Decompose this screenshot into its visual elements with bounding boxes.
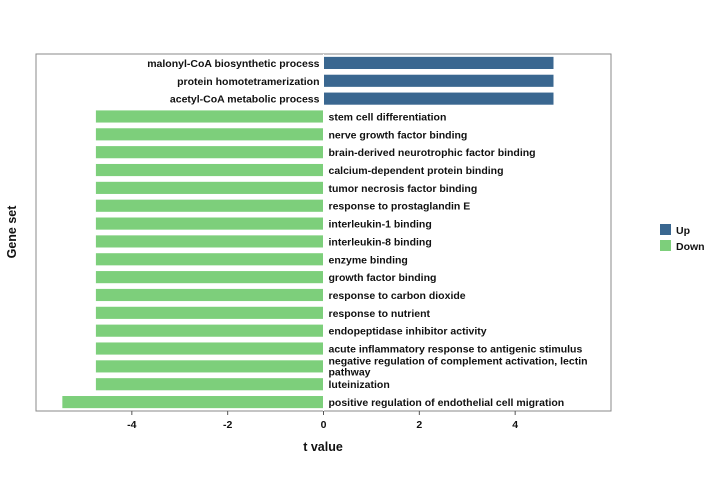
bar-label: luteinization bbox=[329, 379, 390, 391]
bar bbox=[95, 271, 324, 284]
bar-label-line: pathway bbox=[329, 366, 371, 378]
bar bbox=[95, 306, 324, 319]
legend-label: Down bbox=[676, 241, 705, 253]
bar-label: interleukin-8 binding bbox=[329, 236, 432, 248]
bar bbox=[95, 110, 324, 123]
x-tick-label: 4 bbox=[512, 419, 518, 431]
bar bbox=[95, 378, 324, 391]
legend-label: Up bbox=[676, 225, 690, 237]
bar bbox=[95, 181, 324, 194]
bar-label: interleukin-1 binding bbox=[329, 219, 432, 231]
bar bbox=[95, 324, 324, 337]
y-axis-title: Gene set bbox=[5, 205, 19, 259]
bar bbox=[95, 360, 324, 373]
bar bbox=[95, 253, 324, 266]
bar bbox=[95, 342, 324, 355]
bar-label: growth factor binding bbox=[329, 272, 437, 284]
bar-label: brain-derived neurotrophic factor bindin… bbox=[329, 147, 536, 159]
bar-label: response to nutrient bbox=[329, 308, 431, 320]
bar bbox=[95, 163, 324, 177]
bar-label: stem cell differentiation bbox=[329, 111, 447, 123]
x-tick-label: -4 bbox=[127, 419, 136, 431]
bar-label: acute inflammatory response to antigenic… bbox=[329, 344, 583, 356]
x-axis-title: t value bbox=[303, 440, 343, 454]
bar bbox=[323, 92, 554, 105]
x-tick-label: -2 bbox=[223, 419, 232, 431]
legend: Up Down bbox=[660, 224, 705, 253]
bar bbox=[62, 396, 324, 409]
bar-label: enzyme binding bbox=[329, 254, 408, 266]
bar-labels-layer: malonyl-CoA biosynthetic process protein … bbox=[147, 58, 587, 409]
bar-label: calcium-dependent protein binding bbox=[329, 165, 504, 177]
bar bbox=[95, 199, 324, 212]
bars-layer bbox=[62, 54, 554, 411]
bar bbox=[95, 128, 324, 141]
bar-label: protein homotetramerization bbox=[177, 76, 319, 88]
bar bbox=[95, 146, 324, 159]
bar-label: nerve growth factor binding bbox=[329, 129, 468, 141]
bar-label: response to carbon dioxide bbox=[329, 290, 466, 302]
bar-label: malonyl-CoA biosynthetic process bbox=[147, 58, 319, 70]
bar bbox=[323, 74, 554, 87]
bar-label: endopeptidase inhibitor activity bbox=[329, 326, 487, 338]
x-axis: -4 -2 0 2 4 bbox=[127, 411, 518, 431]
legend-swatch bbox=[660, 224, 671, 235]
bar-label-line: negative regulation of complement activa… bbox=[329, 355, 588, 367]
bar-label: tumor necrosis factor binding bbox=[329, 183, 478, 195]
bar-label: response to prostaglandin E bbox=[329, 201, 471, 213]
x-tick-label: 2 bbox=[416, 419, 422, 431]
bar bbox=[95, 235, 324, 248]
bar bbox=[323, 56, 554, 69]
bar bbox=[95, 217, 324, 230]
bar-label: acetyl-CoA metabolic process bbox=[170, 94, 320, 106]
bar-label: negative regulation of complement activa… bbox=[329, 355, 588, 378]
bar-label: positive regulation of endothelial cell … bbox=[329, 397, 565, 409]
legend-swatch bbox=[660, 240, 671, 251]
bar bbox=[95, 288, 324, 302]
x-tick-label: 0 bbox=[321, 419, 327, 431]
